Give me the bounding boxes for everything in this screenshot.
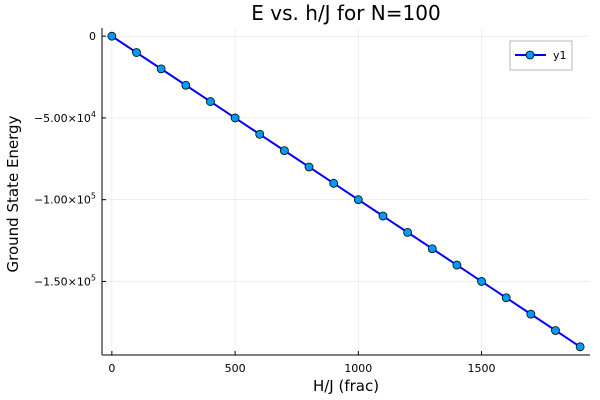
y-tick-label: 0 [89,30,96,43]
grid [102,28,590,355]
legend-marker-swatch [525,50,535,60]
series-group [107,31,585,352]
x-axis-label: H/J (frac) [313,377,379,395]
y-tick-label: −1.50×105 [34,273,96,288]
x-tick-label: 500 [225,362,246,375]
x-tick-label: 1000 [344,362,372,375]
data-point [156,64,166,74]
data-point [378,211,388,221]
series-line [111,35,581,348]
chart-title: E vs. h/J for N=100 [251,1,440,25]
y-tick-label: −5.00×104 [34,110,96,125]
data-point [575,342,585,352]
data-point [107,31,117,41]
axes [101,28,590,356]
data-point [452,260,462,270]
data-point [304,162,314,172]
data-point [526,309,536,319]
legend: y1 [509,40,573,71]
data-point [206,97,215,106]
data-point [501,293,511,303]
y-axis-ticks: 0 −5.00×104 −1.00×105 −1.50×105 [34,30,106,288]
legend-label: y1 [553,49,567,62]
y-axis-label: Ground State Energy [4,115,22,272]
y-tick-label: −1.00×105 [34,192,96,207]
data-point [403,227,413,237]
data-point [353,195,363,205]
data-point [132,48,141,57]
data-point [329,178,339,188]
data-point [181,80,191,90]
x-axis-ticks: 0 500 1000 1500 [108,351,496,375]
data-point [230,113,240,123]
data-point [477,277,486,286]
data-point [427,244,437,254]
data-point [551,326,560,335]
x-tick-label: 1500 [468,362,496,375]
data-point [255,129,265,139]
data-point [279,146,289,156]
x-tick-label: 0 [108,362,115,375]
